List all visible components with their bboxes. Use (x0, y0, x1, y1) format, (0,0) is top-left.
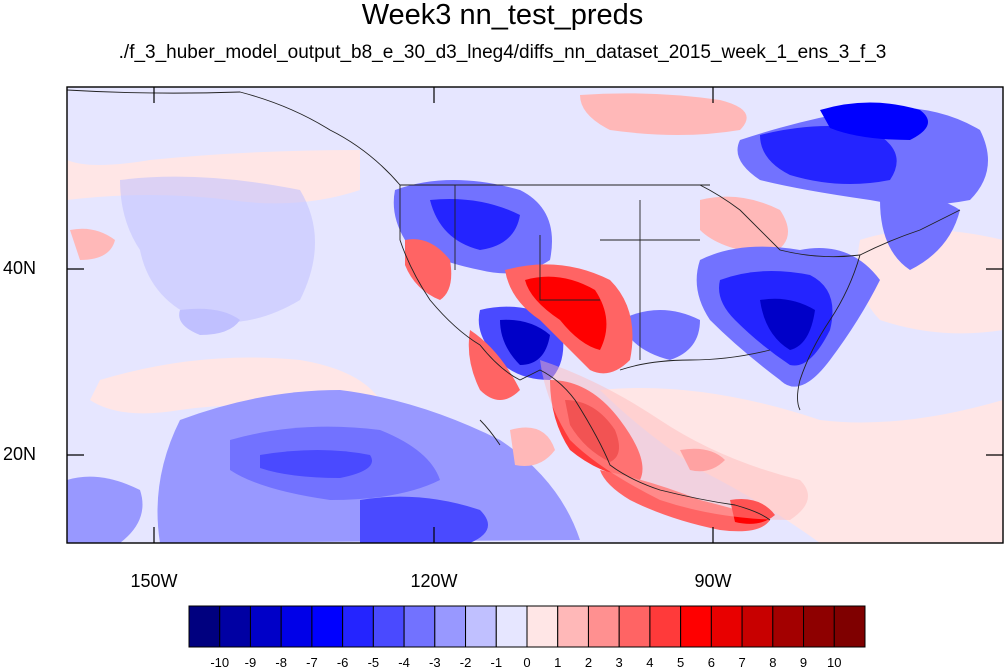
colorbar-tick-label: 2 (584, 655, 593, 670)
colorbar-tick-label: -3 (429, 655, 441, 670)
colorbar-swatch (741, 605, 774, 648)
colorbar-tick-label: -4 (398, 655, 410, 670)
colorbar-swatch (188, 605, 221, 648)
colorbar-swatch (372, 605, 405, 648)
colorbar-swatch (495, 605, 528, 648)
colorbar-swatch (219, 605, 251, 648)
colorbar-swatch (803, 605, 835, 648)
colorbar-swatch (710, 605, 743, 648)
colorbar-tick-label: 4 (646, 655, 654, 670)
colorbar-tick-label: 7 (738, 655, 746, 670)
colorbar-tick-label: -5 (367, 655, 380, 670)
plot-subtitle: ./f_3_huber_model_output_b8_e_30_d3_lneg… (118, 42, 887, 63)
colorbar-tick-label: 1 (554, 655, 562, 670)
colorbar-swatch (249, 605, 282, 648)
colorbar-swatch (465, 605, 497, 648)
colorbar-swatch (557, 605, 589, 648)
lat-label-20n: 20N (3, 444, 37, 464)
colorbar-tick-label: 3 (615, 655, 623, 670)
plot-title: Week3 nn_test_preds (361, 0, 644, 31)
colorbar-swatch (772, 605, 805, 648)
colorbar-swatch (526, 605, 559, 648)
colorbar-swatch (311, 605, 344, 648)
colorbar-tick-label: -2 (459, 655, 472, 670)
colorbar-tick-label: -7 (306, 655, 318, 670)
colorbar-tick-label: 8 (769, 655, 777, 670)
colorbar-tick-label: 0 (523, 655, 531, 670)
colorbar-tick-label: 5 (677, 655, 685, 670)
colorbar-tick-label: -6 (336, 655, 349, 670)
colorbar-swatch (649, 605, 682, 648)
colorbar-swatch (680, 605, 712, 648)
colorbar-swatch (434, 605, 467, 648)
colorbar-tick-label: 6 (707, 655, 715, 670)
lat-label-40n: 40N (3, 258, 37, 278)
colorbar-tick-label: -9 (244, 655, 257, 670)
colorbar-swatch (587, 605, 620, 648)
colorbar-tick-label: -10 (210, 655, 230, 670)
lon-label-120w: 120W (410, 571, 458, 591)
colorbar-swatch (833, 605, 866, 648)
colorbar-swatch (618, 605, 651, 648)
colorbar-tick-label: -1 (490, 655, 503, 670)
colorbar-tick-label: 9 (799, 655, 808, 670)
plot-frame (66, 86, 1004, 544)
colorbar-tick-label: 10 (827, 655, 842, 670)
lon-label-90w: 90W (694, 571, 732, 591)
colorbar-swatch (403, 605, 436, 648)
colorbar-swatch (342, 605, 374, 648)
colorbar-tick-label: -8 (275, 655, 287, 670)
colorbar-swatch (280, 605, 313, 648)
anomaly-field (67, 87, 1003, 543)
lon-label-150w: 150W (130, 571, 178, 591)
coastlines (67, 89, 961, 521)
